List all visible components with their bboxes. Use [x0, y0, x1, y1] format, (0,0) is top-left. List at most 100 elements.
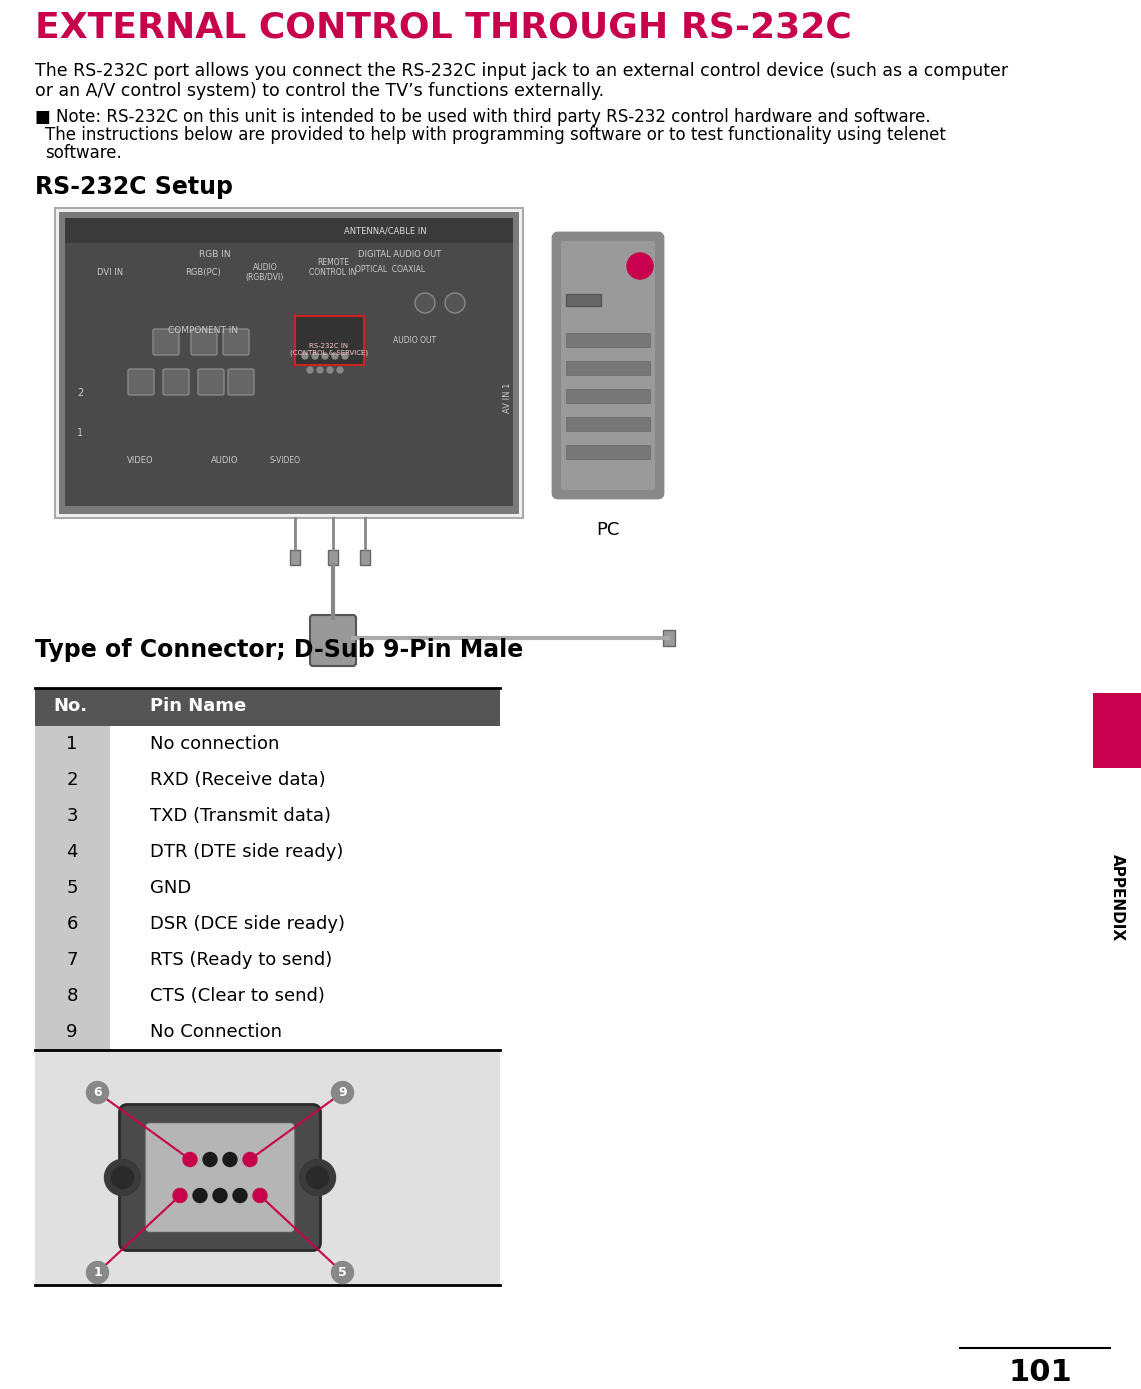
Text: 1: 1: [66, 735, 78, 753]
Circle shape: [87, 1261, 108, 1283]
Circle shape: [322, 353, 327, 358]
FancyBboxPatch shape: [191, 329, 217, 356]
Text: No.: No.: [52, 697, 87, 715]
Text: AUDIO OUT: AUDIO OUT: [394, 336, 437, 344]
Circle shape: [87, 1082, 108, 1103]
Text: 3: 3: [66, 807, 78, 825]
Circle shape: [332, 1082, 354, 1103]
FancyBboxPatch shape: [163, 369, 189, 394]
Circle shape: [233, 1189, 246, 1203]
Circle shape: [307, 367, 313, 374]
Bar: [1093, 693, 1141, 768]
Bar: [59, 213, 519, 514]
Circle shape: [173, 1189, 187, 1203]
FancyBboxPatch shape: [128, 369, 154, 394]
Text: 9: 9: [338, 1086, 347, 1099]
Circle shape: [243, 1153, 257, 1167]
Bar: [566, 444, 650, 458]
Text: AV IN 1: AV IN 1: [502, 383, 511, 413]
Circle shape: [112, 1167, 133, 1189]
FancyBboxPatch shape: [120, 1104, 321, 1250]
Bar: [35, 726, 110, 763]
Bar: [55, 208, 523, 518]
Bar: [566, 294, 601, 306]
Circle shape: [105, 1160, 140, 1196]
Bar: [35, 799, 110, 833]
Circle shape: [332, 353, 338, 358]
FancyBboxPatch shape: [145, 1122, 296, 1232]
FancyBboxPatch shape: [553, 233, 663, 499]
Text: RGB(PC): RGB(PC): [185, 268, 221, 276]
Bar: [110, 833, 500, 870]
Bar: [566, 389, 650, 403]
Circle shape: [253, 1189, 267, 1203]
Text: The instructions below are provided to help with programming software or to test: The instructions below are provided to h…: [44, 126, 946, 144]
Text: 6: 6: [94, 1086, 102, 1099]
Text: No Connection: No Connection: [149, 1024, 282, 1040]
Bar: [35, 1050, 500, 1285]
FancyBboxPatch shape: [228, 369, 254, 394]
Text: S-VIDEO: S-VIDEO: [269, 456, 300, 465]
Text: 5: 5: [66, 879, 78, 897]
Text: ANTENNA/CABLE IN: ANTENNA/CABLE IN: [343, 226, 427, 235]
FancyBboxPatch shape: [222, 329, 249, 356]
Text: 1: 1: [94, 1265, 102, 1279]
Bar: [290, 550, 300, 565]
Text: 6: 6: [66, 915, 78, 933]
Bar: [110, 1014, 500, 1050]
Text: 4: 4: [66, 843, 78, 861]
Text: RS-232C IN
(CONTROL & SERVICE): RS-232C IN (CONTROL & SERVICE): [290, 343, 369, 357]
Text: Pin Name: Pin Name: [149, 697, 246, 715]
Text: APPENDIX: APPENDIX: [1109, 854, 1125, 942]
Text: AUDIO
(RGB/DVI): AUDIO (RGB/DVI): [245, 263, 284, 282]
FancyBboxPatch shape: [310, 615, 356, 665]
Text: REMOTE
CONTROL IN: REMOTE CONTROL IN: [309, 258, 357, 278]
Circle shape: [445, 293, 466, 313]
Text: DVI IN: DVI IN: [97, 268, 123, 276]
Circle shape: [213, 1189, 227, 1203]
Circle shape: [307, 1167, 329, 1189]
Circle shape: [415, 293, 435, 313]
Text: No connection: No connection: [149, 735, 280, 753]
Bar: [110, 870, 500, 906]
Bar: [65, 218, 513, 506]
Text: 9: 9: [66, 1024, 78, 1040]
Text: 7: 7: [66, 951, 78, 970]
Bar: [35, 978, 110, 1014]
Bar: [566, 361, 650, 375]
Circle shape: [628, 253, 653, 279]
FancyBboxPatch shape: [153, 329, 179, 356]
Text: VIDEO: VIDEO: [127, 456, 153, 465]
Text: TXD (Transmit data): TXD (Transmit data): [149, 807, 331, 825]
Text: RGB IN: RGB IN: [200, 250, 230, 258]
Bar: [35, 688, 500, 726]
Text: software.: software.: [44, 144, 122, 163]
Text: DIGITAL AUDIO OUT: DIGITAL AUDIO OUT: [358, 250, 442, 258]
Bar: [327, 550, 338, 565]
Bar: [566, 417, 650, 431]
Text: 101: 101: [1009, 1358, 1071, 1388]
Circle shape: [299, 1160, 335, 1196]
Text: CTS (Clear to send): CTS (Clear to send): [149, 988, 325, 1006]
Bar: [110, 763, 500, 799]
Circle shape: [311, 353, 318, 358]
Bar: [110, 942, 500, 978]
Circle shape: [342, 353, 348, 358]
Text: RS-232C Setup: RS-232C Setup: [35, 175, 233, 199]
Text: EXTERNAL CONTROL THROUGH RS-232C: EXTERNAL CONTROL THROUGH RS-232C: [35, 10, 851, 44]
Circle shape: [332, 1261, 354, 1283]
FancyBboxPatch shape: [296, 317, 364, 365]
Text: 1: 1: [76, 428, 83, 438]
Text: 2: 2: [66, 771, 78, 789]
Bar: [110, 726, 500, 763]
Bar: [35, 942, 110, 978]
Text: ■ Note: RS-232C on this unit is intended to be used with third party RS-232 cont: ■ Note: RS-232C on this unit is intended…: [35, 108, 931, 126]
Bar: [110, 906, 500, 942]
Circle shape: [193, 1189, 207, 1203]
Circle shape: [302, 353, 308, 358]
Text: 2: 2: [76, 388, 83, 399]
Bar: [35, 906, 110, 942]
Circle shape: [203, 1153, 217, 1167]
Bar: [566, 333, 650, 347]
Circle shape: [222, 1153, 237, 1167]
